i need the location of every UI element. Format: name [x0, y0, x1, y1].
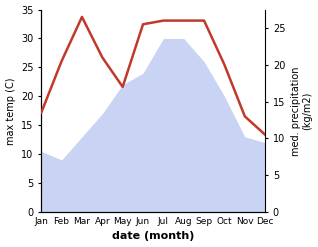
Y-axis label: max temp (C): max temp (C) — [5, 77, 16, 144]
X-axis label: date (month): date (month) — [112, 231, 194, 242]
Y-axis label: med. precipitation
(kg/m2): med. precipitation (kg/m2) — [291, 66, 313, 156]
